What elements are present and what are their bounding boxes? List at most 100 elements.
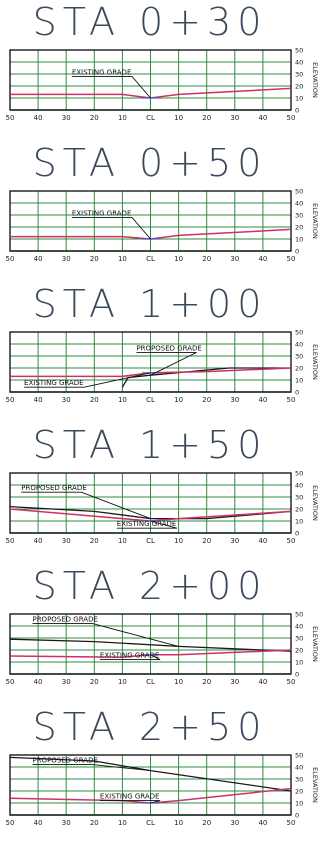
section-panel: STA 1+50 50 40 30 20 10 CL 10 20 30 40 50 0 10 20 30 40 5… <box>0 423 328 563</box>
x-tick-label: 50 <box>6 537 15 545</box>
x-tick-label: CL <box>146 819 155 827</box>
y-tick-label: 40 <box>295 482 303 490</box>
x-tick-label: 20 <box>90 114 99 122</box>
x-tick-label: 30 <box>230 396 239 404</box>
proposed-grade-label: PROPOSED GRADE <box>32 757 97 765</box>
y-tick-label: 40 <box>295 623 303 631</box>
x-tick-label: 40 <box>34 114 43 122</box>
x-tick-label: 50 <box>6 678 15 686</box>
x-tick-label: 50 <box>287 396 296 404</box>
x-tick-label: 40 <box>258 396 267 404</box>
x-tick-label: 50 <box>6 396 15 404</box>
y-tick-label: 10 <box>295 659 303 667</box>
x-tick-label: 10 <box>118 114 127 122</box>
label-leader-line <box>71 75 151 99</box>
plot-frame <box>9 49 292 111</box>
y-tick-label: 10 <box>295 800 303 808</box>
y-tick-label: 10 <box>295 377 303 385</box>
x-tick-label: 40 <box>258 819 267 827</box>
x-tick-label: 50 <box>287 255 296 263</box>
y-tick-label: 20 <box>295 224 303 232</box>
existing-grade-label: EXISTING GRADE <box>100 652 160 660</box>
y-tick-label: 50 <box>295 470 303 478</box>
proposed-grade-label: PROPOSED GRADE <box>136 344 201 352</box>
y-axis-label: ELEVATION <box>311 62 319 98</box>
y-tick-label: 40 <box>295 59 303 67</box>
x-tick-label: 40 <box>34 255 43 263</box>
y-tick-label: 40 <box>295 341 303 349</box>
x-tick-label: 30 <box>230 678 239 686</box>
cross-section-plot: 50 40 30 20 10 CL 10 20 30 40 5001020304050ELEVATI… <box>6 47 319 123</box>
cross-section-plot: 50 40 30 20 10 CL 10 20 30 40 5001020304050ELEVATI… <box>6 188 319 264</box>
existing-grade-label: EXISTING GRADE <box>72 68 132 76</box>
x-tick-label: 30 <box>62 819 71 827</box>
label-leader-line <box>32 764 151 772</box>
x-tick-label: 10 <box>118 819 127 827</box>
section-title: STA 1+50 <box>32 423 268 467</box>
x-tick-label: 10 <box>174 678 183 686</box>
y-tick-label: 0 <box>295 107 299 115</box>
x-tick-label: CL <box>146 255 155 263</box>
x-tick-label: 50 <box>6 819 15 827</box>
x-tick-label: 40 <box>34 819 43 827</box>
x-tick-label: 40 <box>34 537 43 545</box>
label-leader-line <box>99 800 161 804</box>
x-tick-label: 40 <box>34 396 43 404</box>
y-tick-label: 40 <box>295 200 303 208</box>
x-tick-label: 40 <box>258 255 267 263</box>
existing-grade-label: EXISTING GRADE <box>100 793 160 801</box>
x-tick-label: 30 <box>62 537 71 545</box>
x-tick-label: 20 <box>90 819 99 827</box>
y-tick-label: 0 <box>295 530 299 538</box>
y-tick-label: 10 <box>295 236 303 244</box>
x-tick-label: 10 <box>118 396 127 404</box>
x-tick-label: 10 <box>118 678 127 686</box>
y-tick-label: 30 <box>295 353 303 361</box>
section-title: STA 0+30 <box>32 0 268 44</box>
x-tick-label: 20 <box>202 114 211 122</box>
y-tick-label: 30 <box>295 635 303 643</box>
x-tick-label: 50 <box>6 255 15 263</box>
x-tick-label: 20 <box>90 255 99 263</box>
x-tick-label: 20 <box>90 537 99 545</box>
y-tick-label: 50 <box>295 611 303 619</box>
y-axis-label: ELEVATION <box>311 485 319 521</box>
x-tick-label: 10 <box>118 537 127 545</box>
y-tick-label: 30 <box>295 212 303 220</box>
label-leader-line <box>99 654 161 661</box>
x-tick-label: 30 <box>62 678 71 686</box>
y-tick-label: 50 <box>295 47 303 55</box>
proposed-grade-label: PROPOSED GRADE <box>32 616 97 624</box>
label-leader-line <box>24 372 151 388</box>
section-title: STA 2+00 <box>32 564 268 608</box>
existing-grade-label: EXISTING GRADE <box>117 520 177 528</box>
x-tick-label: 30 <box>62 114 71 122</box>
x-tick-label: CL <box>146 114 155 122</box>
x-tick-label: 30 <box>62 255 71 263</box>
x-tick-label: 30 <box>62 396 71 404</box>
label-leader-line <box>21 491 151 520</box>
y-tick-label: 0 <box>295 671 299 679</box>
existing-grade-label: EXISTING GRADE <box>24 379 84 387</box>
x-tick-label: 10 <box>174 255 183 263</box>
x-tick-label: CL <box>146 678 155 686</box>
y-tick-label: 30 <box>295 776 303 784</box>
x-tick-label: 40 <box>258 114 267 122</box>
y-tick-label: 40 <box>295 764 303 772</box>
x-tick-label: 20 <box>202 255 211 263</box>
proposed-grade-line <box>121 367 291 388</box>
x-tick-label: 20 <box>90 678 99 686</box>
y-tick-label: 0 <box>295 248 299 256</box>
proposed-grade-line <box>9 638 292 652</box>
x-tick-label: 10 <box>174 114 183 122</box>
y-tick-label: 20 <box>295 365 303 373</box>
section-title: STA 2+50 <box>32 705 268 749</box>
section-panel: STA 2+50 50 40 30 20 10 CL 10 20 30 40 50 0 10 20 30 40 5… <box>0 705 328 845</box>
x-tick-label: 40 <box>258 678 267 686</box>
x-tick-label: 10 <box>174 819 183 827</box>
y-tick-label: 50 <box>295 188 303 196</box>
cross-section-plot: 50 40 30 20 10 CL 10 20 30 40 5001020304050ELEVATI… <box>6 470 319 546</box>
y-axis-label: ELEVATION <box>311 767 319 803</box>
y-tick-label: 0 <box>295 389 299 397</box>
cross-section-plot: 50 40 30 20 10 CL 10 20 30 40 5001020304050ELEVATI… <box>6 752 319 828</box>
